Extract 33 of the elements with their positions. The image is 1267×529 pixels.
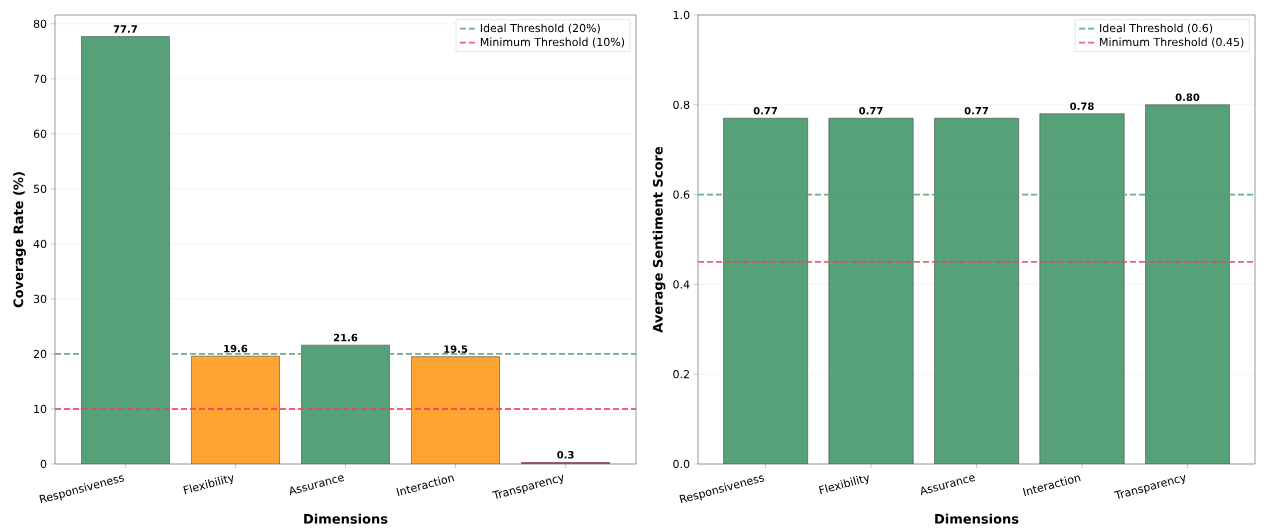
data-label: 77.7: [113, 25, 137, 33]
legend-label: Minimum Threshold (0.45): [1100, 37, 1244, 48]
x-axis-title: Dimensions: [304, 513, 388, 524]
data-label: 19.5: [444, 345, 468, 353]
y-tick-label: 0.6: [673, 190, 690, 199]
y-tick-label: 20: [33, 349, 47, 359]
y-axis-title: Coverage Rate (%): [13, 172, 26, 308]
y-tick-label: 0.0: [673, 459, 690, 469]
y-tick-label: 80: [33, 19, 47, 28]
y-tick-label: 0.8: [673, 100, 690, 109]
y-tick-label: 60: [33, 129, 47, 139]
y-tick-label: 30: [33, 294, 47, 304]
data-label: 0.77: [753, 106, 778, 115]
y-tick-label: 0.2: [673, 370, 689, 379]
legend-label: Ideal Threshold (0.6): [1100, 23, 1213, 34]
y-tick-label: 70: [33, 74, 47, 83]
y-tick-label: 0.4: [673, 280, 690, 289]
y-tick-label: 0: [40, 459, 47, 469]
data-label: 19.6: [224, 344, 248, 353]
data-label: 0.77: [859, 106, 883, 115]
y-axis-title: Average Sentiment Score: [652, 146, 666, 333]
y-tick-label: 1.0: [673, 10, 690, 20]
data-label: 0.3: [557, 450, 574, 459]
data-label: 0.78: [1070, 102, 1094, 110]
y-tick-label: 10: [34, 404, 47, 414]
legend-label: Ideal Threshold (20%): [480, 23, 600, 34]
data-label: 21.6: [333, 333, 358, 342]
data-label: 0.77: [964, 106, 989, 115]
x-axis-title: Dimensions: [935, 513, 1019, 524]
y-tick-label: 40: [33, 239, 47, 249]
legend-label: Minimum Threshold (10%): [480, 37, 625, 48]
data-label: 0.80: [1175, 93, 1200, 101]
y-tick-label: 50: [33, 184, 47, 194]
